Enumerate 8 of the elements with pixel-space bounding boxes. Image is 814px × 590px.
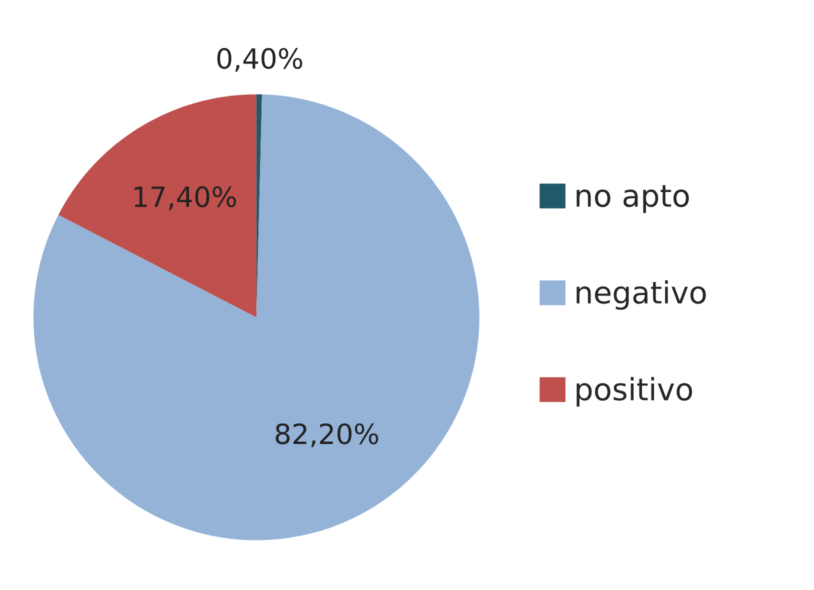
pie-slice <box>58 94 256 318</box>
data-label: 82,20% <box>276 423 378 448</box>
legend-label: negativo <box>576 280 706 310</box>
legend-label: positivo <box>576 377 692 407</box>
pie-slice <box>33 94 480 540</box>
data-label: 17,40% <box>134 186 236 210</box>
legend-label: no apto <box>576 185 689 213</box>
data-label: 0,40% <box>217 48 302 72</box>
